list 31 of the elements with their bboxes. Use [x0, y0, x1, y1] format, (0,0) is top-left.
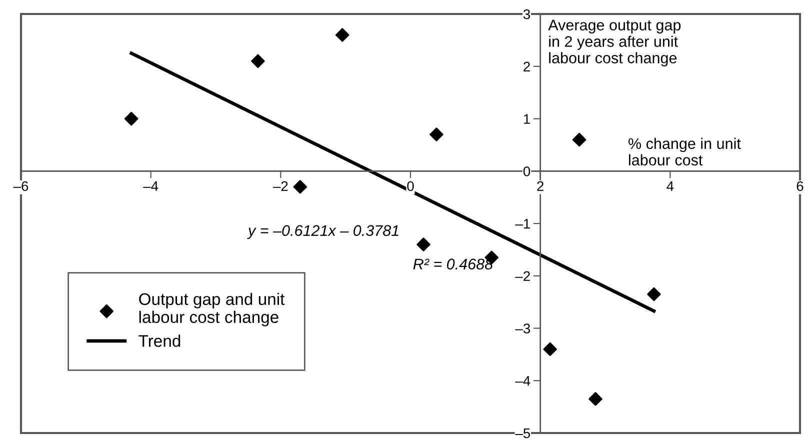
- point: [430, 128, 444, 142]
- point: [543, 342, 557, 356]
- y-tick-label: –5: [515, 428, 530, 438]
- annotation: y = –0.6121x – 0.3781: [247, 225, 398, 239]
- y-tick-label: –1: [515, 218, 530, 229]
- legend-label: Output gap and unit labour cost change: [139, 292, 285, 326]
- x-tick-label: 0: [407, 181, 414, 192]
- point: [335, 28, 350, 42]
- point: [647, 287, 661, 302]
- y-tick-label: –4: [515, 376, 530, 386]
- y-tick-label: 3: [523, 9, 530, 20]
- point: [588, 392, 602, 406]
- x-tick-label: –4: [143, 181, 158, 191]
- y-tick-label: 1: [524, 114, 530, 124]
- x-tick-label: 2: [537, 181, 544, 191]
- point: [416, 238, 430, 252]
- legend-label: Trend: [138, 334, 180, 347]
- x-tick-label: 6: [796, 181, 804, 192]
- y-tick-label: –2: [515, 271, 530, 281]
- point: [124, 112, 138, 126]
- y-tick-label: –3: [515, 324, 530, 334]
- x-tick-label: –6: [13, 181, 28, 192]
- point: [572, 132, 586, 147]
- y-tick-label: 0: [523, 166, 530, 176]
- y-tick-label: 2: [524, 62, 530, 72]
- point: [251, 54, 265, 68]
- x-tick-label: 4: [666, 181, 674, 191]
- x-axis-title: % change in unit labour cost: [628, 138, 741, 166]
- point: [293, 180, 308, 194]
- x-tick-label: –2: [272, 181, 288, 191]
- y-axis-title: Average output gap in 2 years after unit labour cost change: [548, 20, 681, 66]
